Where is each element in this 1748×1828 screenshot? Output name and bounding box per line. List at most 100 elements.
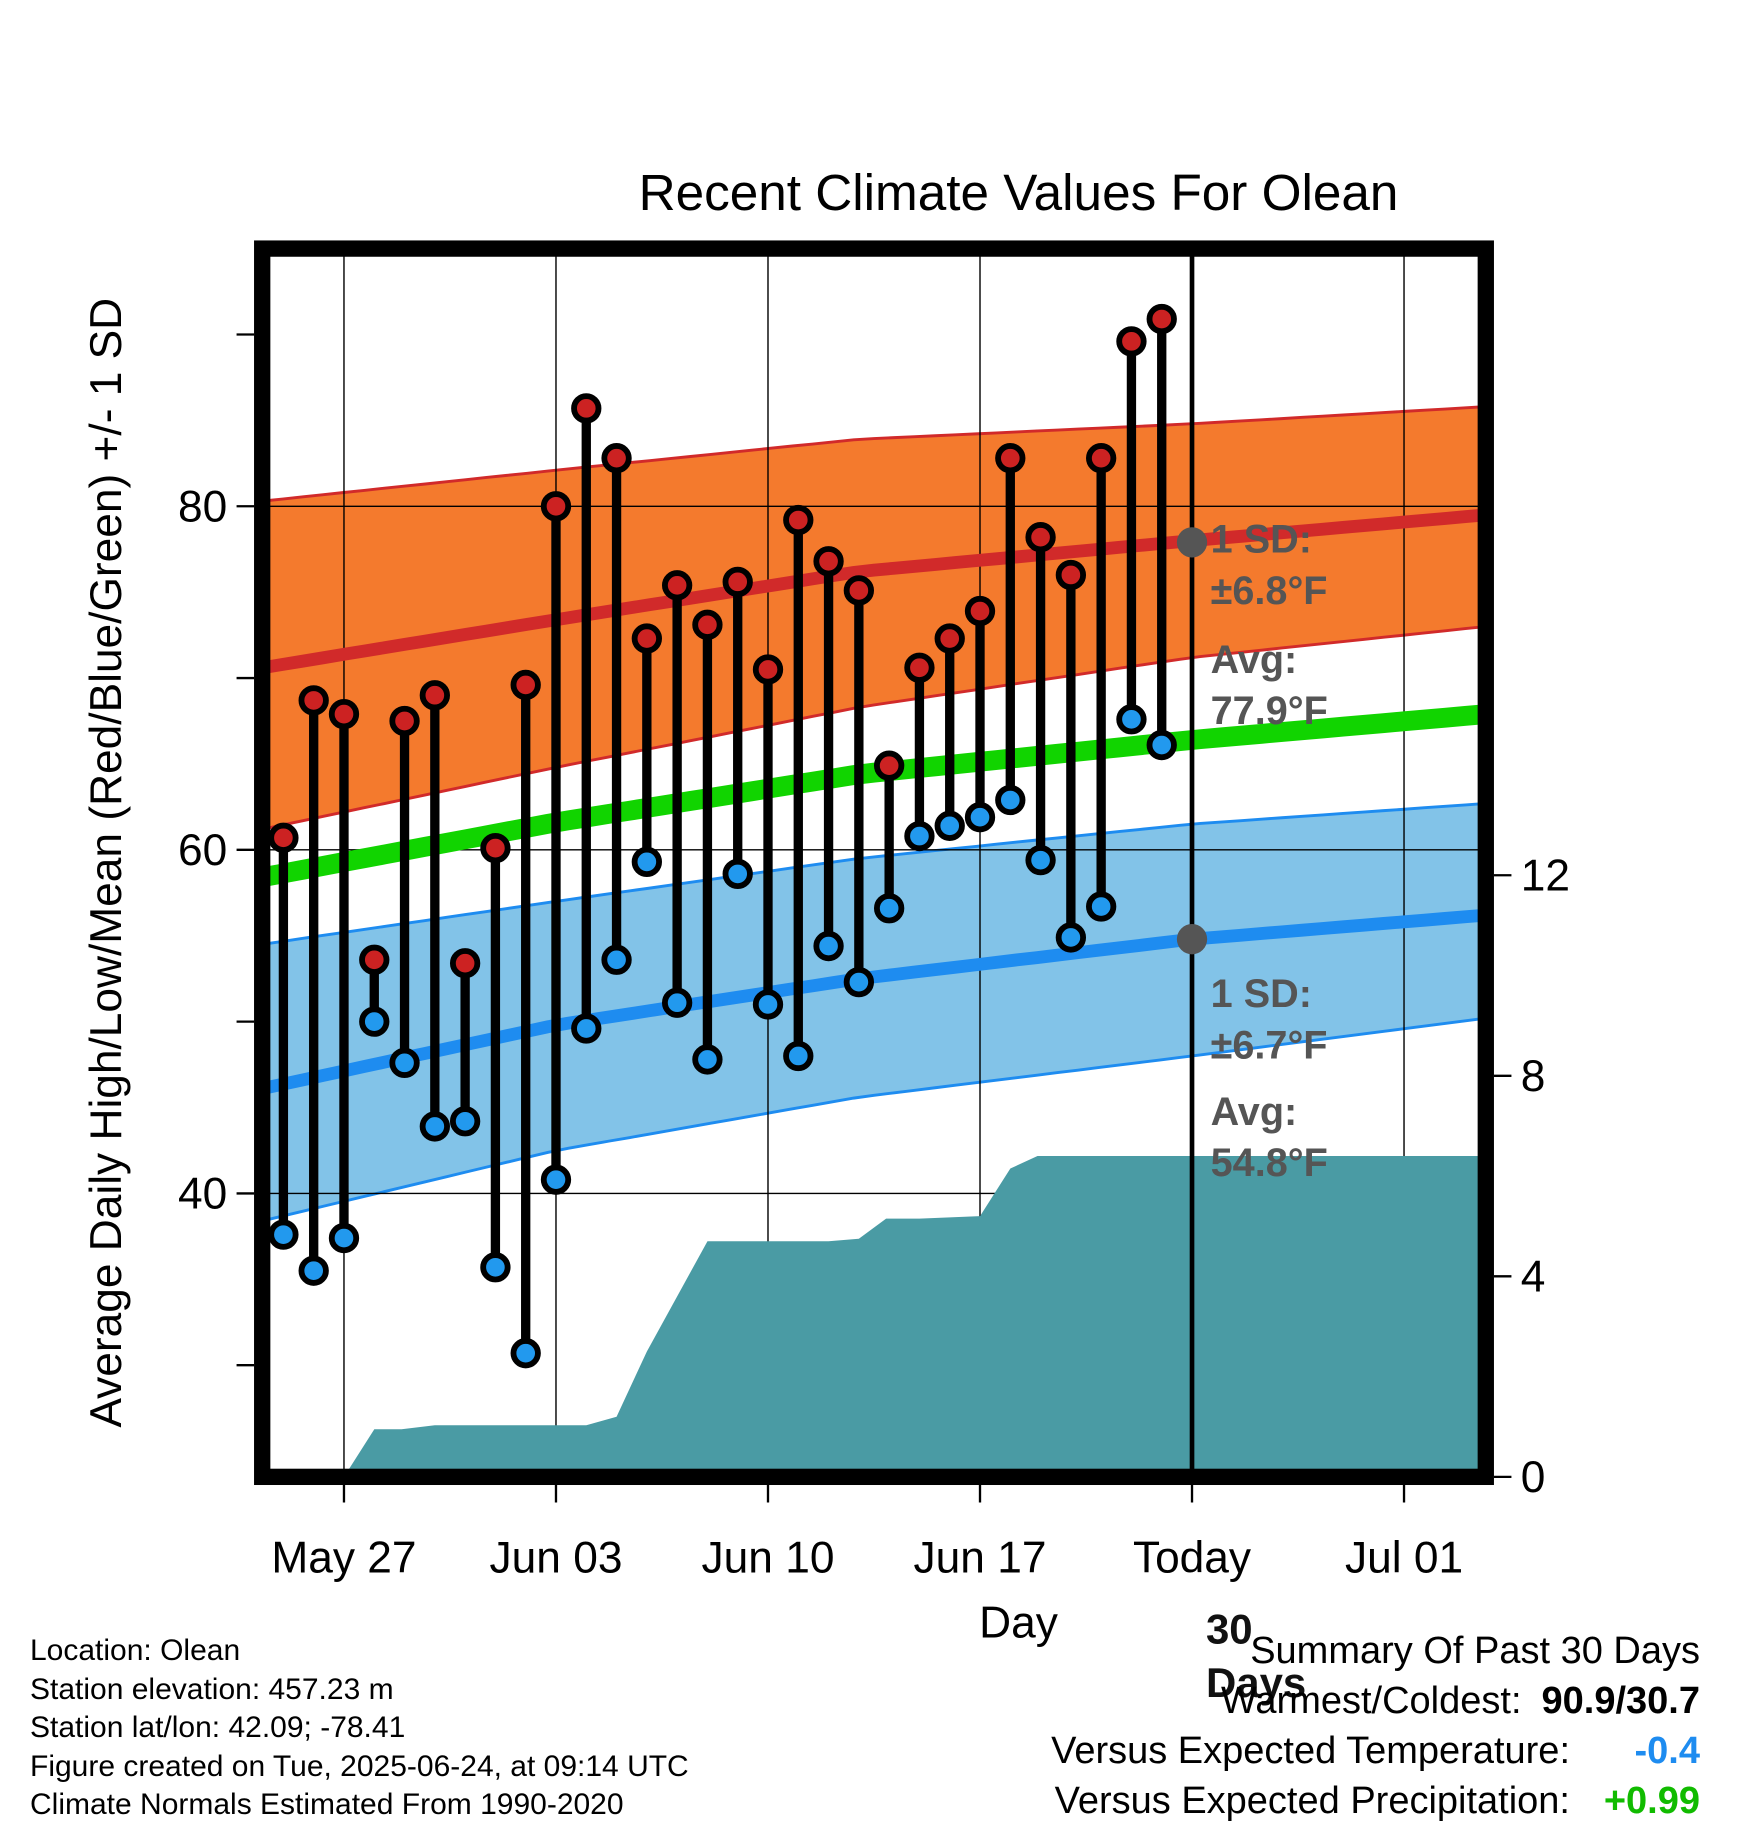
x-tick-label: Jun 17: [914, 1533, 1047, 1582]
daily-high-point: [783, 504, 814, 536]
high-sd-lower-edge: [261, 625, 1486, 831]
x-tick-label: Jun 03: [490, 1533, 623, 1582]
chart-title: Recent Climate Values For Olean: [639, 164, 1399, 221]
daily-low-point: [449, 1106, 481, 1137]
high-avg-label: Avg:: [1211, 638, 1298, 682]
daily-low-point: [934, 810, 965, 841]
low-sd-value: ±6.7°F: [1211, 1024, 1328, 1068]
daily-high-point: [419, 680, 450, 711]
high-sd-label: 1 SD:: [1211, 518, 1312, 562]
x-tick-label: Jun 10: [702, 1533, 835, 1582]
high-sd-value: ±6.8°F: [1211, 569, 1328, 613]
precip-departure-value: +0.99: [1603, 1780, 1700, 1822]
daily-low-point: [783, 1040, 814, 1072]
mean-normal-line: [260, 704, 1487, 888]
daily-low-point: [995, 784, 1026, 816]
daily-low-point: [359, 1006, 390, 1037]
daily-high-point: [480, 832, 511, 864]
daily-high-point: [934, 623, 965, 654]
daily-low-point: [510, 1338, 541, 1369]
y-right-tick-label: 12: [1521, 851, 1570, 900]
daily-high-point: [813, 546, 844, 577]
plot-border: [254, 240, 1494, 1486]
daily-high-point: [1086, 443, 1117, 474]
daily-low-point: [722, 858, 753, 890]
daily-low-point: [419, 1111, 450, 1142]
x-tick-label: Today: [1133, 1533, 1252, 1582]
daily-high-point: [328, 698, 360, 730]
today-low-avg-dot: [1176, 924, 1208, 955]
annotations: 1 SD: ±6.8°F Avg: 77.9°F 1 SD: ±6.7°F Avg: 54.8…: [1206, 518, 1328, 1706]
daily-high-point: [571, 393, 602, 424]
y-right-tick-label: 0: [1521, 1453, 1546, 1502]
daily-low-point: [692, 1044, 723, 1075]
high-sd-upper-edge: [262, 405, 1486, 503]
elevation-text: Station elevation: 457.23 m: [30, 1672, 394, 1706]
today-marker: [1176, 248, 1208, 1477]
daily-low-point: [631, 846, 662, 878]
daily-high-point: [873, 750, 905, 781]
daily-high-point: [1025, 522, 1056, 553]
daily-low-point: [1086, 891, 1117, 922]
daily-low-point: [389, 1047, 420, 1079]
daily-high-point: [1055, 559, 1087, 591]
today-high-avg-dot: [1176, 527, 1208, 558]
daily-low-point: [904, 820, 935, 852]
daily-low-point: [843, 966, 875, 998]
daily-high-point: [995, 443, 1026, 474]
daily-high-point: [904, 652, 935, 683]
y-left-axis-title: Average Daily High/Low/Mean (Red/Blue/Gr…: [82, 298, 131, 1428]
y-left-tick-label: 60: [178, 826, 227, 875]
warmest-coldest-row: Warmest/Coldest: 90.9/30.7: [1051, 1676, 1700, 1726]
daily-high-point: [449, 948, 481, 979]
daily-low-point: [661, 987, 693, 1018]
daily-high-point: [1146, 303, 1177, 335]
temp-departure-value: -0.4: [1634, 1730, 1700, 1772]
temp-departure-row: Versus Expected Temperature: -0.4: [1051, 1726, 1700, 1776]
low-avg-value: 54.8°F: [1211, 1141, 1328, 1185]
daily-low-point: [873, 893, 905, 924]
daily-high-point: [268, 822, 299, 853]
daily-low-point: [298, 1255, 329, 1286]
precipitation-area: [262, 1156, 1486, 1477]
precip-departure-label: Versus Expected Precipitation:: [1054, 1780, 1570, 1822]
y-right-tick-label: 4: [1521, 1252, 1546, 1301]
days-count-label: 30: [1206, 1605, 1253, 1652]
daily-low-point: [601, 944, 632, 975]
daily-high-point: [631, 623, 662, 654]
location-text: Location: Olean: [30, 1634, 241, 1667]
low-sd-label: 1 SD:: [1211, 972, 1312, 1016]
summary-heading: Summary Of Past 30 Days: [1250, 1630, 1700, 1672]
daily-range-bars: [268, 303, 1177, 1369]
daily-high-point: [752, 654, 784, 685]
daily-low-point: [540, 1164, 572, 1195]
y-left-tick-label: 40: [178, 1170, 227, 1219]
x-axis-title: Day: [979, 1599, 1059, 1648]
created-text: Figure created on Tue, 2025-06-24, at 09…: [30, 1749, 689, 1783]
daily-low-point: [752, 989, 784, 1020]
daily-high-point: [298, 685, 329, 716]
normals-text: Climate Normals Estimated From 1990-2020: [30, 1788, 624, 1821]
high-avg-value: 77.9°F: [1211, 689, 1328, 733]
warmest-coldest-value: 90.9/30.7: [1541, 1680, 1700, 1722]
daily-high-point: [601, 443, 632, 474]
daily-high-point: [540, 491, 572, 522]
low-sd-lower-edge: [261, 1016, 1486, 1223]
daily-high-point: [964, 595, 996, 627]
daily-low-point: [328, 1222, 360, 1254]
daily-high-point: [1116, 326, 1147, 357]
summary-panel: Summary Of Past 30 Days Warmest/Coldest:…: [1051, 1626, 1700, 1826]
high-normal-line: [261, 508, 1487, 675]
low-sd-upper-edge: [261, 801, 1486, 946]
daily-low-point: [1116, 704, 1147, 735]
daily-low-point: [1055, 922, 1087, 953]
daily-high-point: [722, 566, 753, 598]
x-tick-label: May 27: [271, 1533, 416, 1582]
x-tick-label: Jul 01: [1345, 1533, 1463, 1582]
daily-high-point: [510, 669, 541, 701]
low-sd-band: [262, 803, 1486, 1221]
precip-departure-row: Versus Expected Precipitation: +0.99: [1051, 1776, 1700, 1826]
daily-low-point: [1025, 844, 1056, 876]
days-unit-label: Days: [1206, 1659, 1306, 1706]
